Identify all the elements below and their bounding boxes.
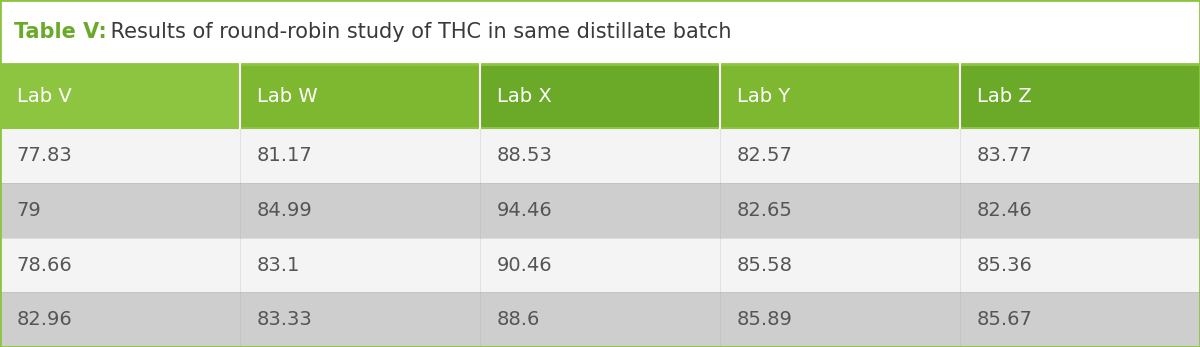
Bar (480, 292, 720, 347)
Bar (720, 64, 960, 128)
Text: 84.99: 84.99 (257, 201, 312, 220)
Text: 78.66: 78.66 (17, 255, 72, 274)
Bar (720, 128, 960, 183)
Bar (720, 183, 960, 238)
Bar (0, 64, 240, 128)
Bar (960, 128, 1200, 183)
Text: 82.57: 82.57 (737, 146, 793, 165)
Text: 81.17: 81.17 (257, 146, 312, 165)
Bar (960, 292, 1200, 347)
Text: 85.58: 85.58 (737, 255, 793, 274)
Text: 77.83: 77.83 (17, 146, 72, 165)
Bar (0, 0, 1200, 64)
Bar (0, 183, 240, 238)
Bar (480, 128, 720, 183)
Text: 88.53: 88.53 (497, 146, 553, 165)
Text: 82.96: 82.96 (17, 310, 72, 329)
Text: 85.36: 85.36 (977, 255, 1033, 274)
Text: 83.77: 83.77 (977, 146, 1032, 165)
Bar (960, 64, 1200, 128)
Text: 94.46: 94.46 (497, 201, 552, 220)
Bar (240, 183, 480, 238)
Bar (0, 238, 240, 292)
Text: Table V:: Table V: (14, 22, 107, 42)
Text: Lab W: Lab W (257, 87, 318, 106)
Text: 83.33: 83.33 (257, 310, 312, 329)
Bar (720, 238, 960, 292)
Bar (480, 64, 720, 128)
Text: 79: 79 (17, 201, 42, 220)
Bar (240, 292, 480, 347)
Bar (960, 238, 1200, 292)
Text: 85.67: 85.67 (977, 310, 1033, 329)
Bar (480, 238, 720, 292)
Bar (0, 128, 240, 183)
Text: 82.46: 82.46 (977, 201, 1032, 220)
Bar (240, 64, 480, 128)
Bar (480, 183, 720, 238)
Bar (240, 238, 480, 292)
Bar (240, 128, 480, 183)
Bar (720, 292, 960, 347)
Text: Results of round-robin study of THC in same distillate batch: Results of round-robin study of THC in s… (104, 22, 732, 42)
Text: 83.1: 83.1 (257, 255, 300, 274)
Text: 85.89: 85.89 (737, 310, 793, 329)
Bar (0, 292, 240, 347)
Text: 88.6: 88.6 (497, 310, 540, 329)
Text: Lab V: Lab V (17, 87, 72, 106)
Bar (960, 183, 1200, 238)
Text: 90.46: 90.46 (497, 255, 552, 274)
Text: Lab Y: Lab Y (737, 87, 790, 106)
Text: Lab X: Lab X (497, 87, 552, 106)
Text: 82.65: 82.65 (737, 201, 793, 220)
Text: Lab Z: Lab Z (977, 87, 1032, 106)
